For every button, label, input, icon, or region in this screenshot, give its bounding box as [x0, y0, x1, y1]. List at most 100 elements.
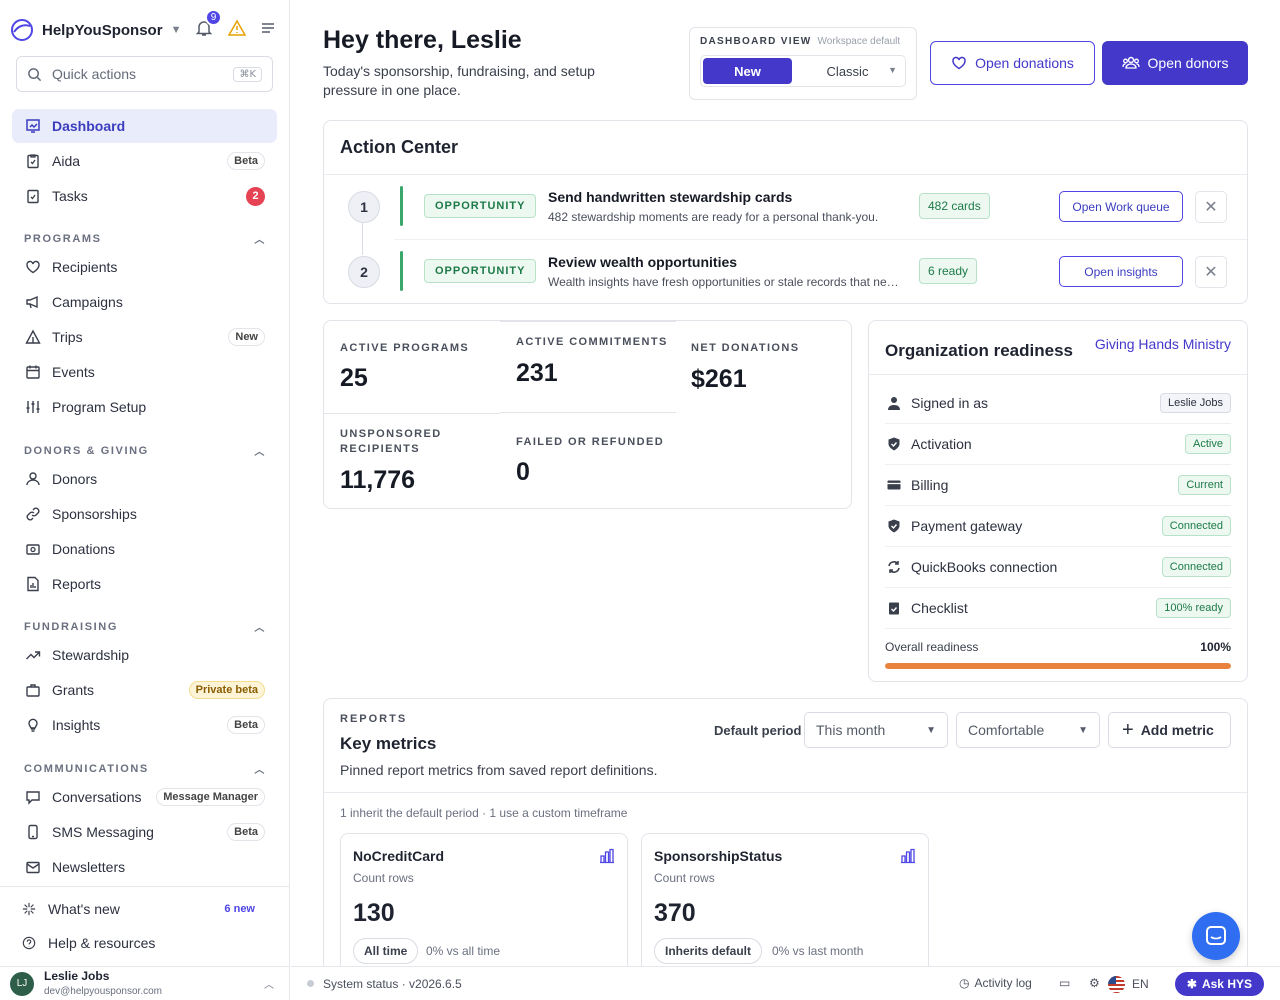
- sidebar-item-insights[interactable]: Insights Beta: [12, 708, 277, 742]
- sidebar-item-sponsorships[interactable]: Sponsorships: [12, 497, 277, 531]
- sidebar: HelpYouSponsor ▼ 9 Quick actions ⌘K Dash…: [0, 0, 290, 1000]
- sidebar-item-sms[interactable]: SMS Messaging Beta: [12, 815, 277, 849]
- view-new-button[interactable]: New: [703, 58, 792, 84]
- section-title: FUNDRAISING: [24, 620, 118, 633]
- readiness-row: QuickBooks connection Connected: [885, 547, 1231, 588]
- chevron-up-icon[interactable]: ︿: [264, 980, 274, 991]
- open-donors-button[interactable]: Open donors: [1102, 41, 1248, 85]
- overall-readiness-value: 100%: [1200, 640, 1231, 654]
- add-metric-button[interactable]: + Add metric: [1108, 712, 1231, 748]
- readiness-status: Connected: [1161, 557, 1231, 577]
- stat-value: 25: [340, 364, 368, 392]
- menu-icon[interactable]: [260, 20, 276, 36]
- action-center-title: Action Center: [340, 137, 459, 157]
- chevron-up-icon[interactable]: ︿: [254, 623, 266, 634]
- sidebar-item-label: Tasks: [52, 188, 88, 204]
- warning-icon[interactable]: [228, 19, 246, 37]
- sidebar-item-dashboard[interactable]: Dashboard: [12, 109, 277, 143]
- sidebar-item-label: Sponsorships: [52, 506, 137, 522]
- new-count-badge: 6 new: [224, 903, 255, 915]
- bar-chart-icon[interactable]: [599, 848, 615, 864]
- sidebar-item-label: SMS Messaging: [52, 824, 154, 840]
- sidebar-item-campaigns[interactable]: Campaigns: [12, 285, 277, 319]
- view-classic-select[interactable]: Classic: [826, 63, 869, 79]
- chevron-up-icon[interactable]: ︿: [254, 235, 266, 246]
- mail-icon: [24, 858, 42, 876]
- notification-count: 9: [205, 9, 222, 26]
- clock-icon: ◷: [959, 976, 970, 990]
- sidebar-item-whats-new[interactable]: What's new 6 new: [8, 892, 273, 926]
- stat-label: ACTIVE COMMITMENTS: [516, 336, 668, 348]
- sidebar-item-events[interactable]: Events: [12, 355, 277, 389]
- sidebar-item-help[interactable]: Help & resources: [8, 926, 273, 960]
- monitor-icon[interactable]: ▭: [1059, 976, 1071, 990]
- divider: [324, 792, 1247, 793]
- period-select[interactable]: This month ▼: [804, 712, 948, 748]
- activity-log-label: Activity log: [974, 976, 1032, 990]
- activity-log-link[interactable]: ◷ Activity log: [959, 976, 1032, 990]
- section-fundraising[interactable]: FUNDRAISING ︿: [24, 619, 266, 635]
- chat-launcher-button[interactable]: [1192, 912, 1240, 960]
- brand[interactable]: HelpYouSponsor ▼ 9: [10, 9, 280, 46]
- sidebar-item-reports[interactable]: Reports: [12, 567, 277, 601]
- dismiss-button[interactable]: ✕: [1195, 191, 1227, 223]
- chevron-down-icon: ▼: [926, 724, 936, 736]
- sidebar-item-conversations[interactable]: Conversations Message Manager: [12, 780, 277, 814]
- section-donors-giving[interactable]: DONORS & GIVING ︿: [24, 443, 266, 459]
- dismiss-button[interactable]: ✕: [1195, 256, 1227, 288]
- sidebar-item-newsletters[interactable]: Newsletters: [12, 850, 277, 884]
- timeframe-chip[interactable]: Inherits default: [654, 938, 763, 964]
- chevron-down-icon[interactable]: ▼: [170, 24, 182, 36]
- action-center: Action Center 1 OPPORTUNITY Send handwri…: [323, 120, 1248, 304]
- sidebar-item-aida[interactable]: Aida Beta: [12, 144, 277, 178]
- sidebar-item-donors[interactable]: Donors: [12, 462, 277, 496]
- open-work-queue-button[interactable]: Open Work queue: [1059, 191, 1183, 222]
- language-label[interactable]: EN: [1132, 977, 1149, 991]
- quick-actions-input[interactable]: Quick actions ⌘K: [16, 56, 273, 92]
- default-period-label: Default period: [714, 723, 802, 738]
- density-select[interactable]: Comfortable ▼: [956, 712, 1100, 748]
- sidebar-item-recipients[interactable]: Recipients: [12, 250, 277, 284]
- metric-name: NoCreditCard: [353, 848, 445, 864]
- chevron-up-icon[interactable]: ︿: [254, 765, 266, 776]
- sidebar-footer: [0, 886, 290, 887]
- sliders-icon: [24, 398, 42, 416]
- density-value: Comfortable: [968, 722, 1045, 738]
- metric-card[interactable]: SponsorshipStatus Count rows 370 Inherit…: [641, 833, 929, 983]
- us-flag-icon[interactable]: [1108, 976, 1125, 993]
- credit-card-icon: [885, 476, 903, 494]
- open-donations-button[interactable]: Open donations: [930, 41, 1095, 85]
- bar-chart-icon[interactable]: [900, 848, 916, 864]
- reports-eyebrow: REPORTS: [340, 713, 408, 725]
- sidebar-item-grants[interactable]: Grants Private beta: [12, 673, 277, 707]
- step-number: 2: [348, 256, 380, 288]
- main-content: Hey there, Leslie Today's sponsorship, f…: [291, 0, 1280, 1000]
- user-menu[interactable]: LJ Leslie Jobs dev@helpyousponsor.com ︿: [0, 966, 290, 1000]
- notifications-button[interactable]: 9: [194, 9, 222, 38]
- sidebar-item-label: Stewardship: [52, 647, 130, 663]
- count-pill: 482 cards: [919, 193, 990, 219]
- sidebar-item-label: What's new: [48, 901, 120, 917]
- sidebar-item-program-setup[interactable]: Program Setup: [12, 390, 277, 424]
- org-link[interactable]: Giving Hands Ministry: [1094, 336, 1231, 352]
- status-bar: System status · v2026.6.5 ◷ Activity log …: [291, 966, 1280, 1000]
- timeframe-chip[interactable]: All time: [353, 938, 419, 964]
- sidebar-item-label: Insights: [52, 717, 101, 733]
- chevron-up-icon[interactable]: ︿: [254, 447, 266, 458]
- readiness-row: Signed in as Leslie Jobs: [885, 383, 1231, 424]
- sidebar-item-trips[interactable]: Trips New: [12, 320, 277, 354]
- sidebar-item-tasks[interactable]: Tasks 2: [12, 179, 277, 213]
- organization-readiness: Organization readiness Giving Hands Mini…: [868, 320, 1248, 682]
- metric-card[interactable]: NoCreditCard Count rows 130 All time 0% …: [340, 833, 628, 983]
- heart-icon: [952, 56, 966, 70]
- close-icon: ✕: [1204, 264, 1218, 281]
- open-insights-button[interactable]: Open insights: [1059, 256, 1183, 287]
- sidebar-item-stewardship[interactable]: Stewardship: [12, 638, 277, 672]
- section-programs[interactable]: PROGRAMS ︿: [24, 231, 266, 247]
- system-status[interactable]: System status · v2026.6.5: [323, 976, 462, 991]
- settings-icon[interactable]: ⚙: [1089, 976, 1100, 990]
- section-communications[interactable]: COMMUNICATIONS ︿: [24, 761, 266, 777]
- ask-hys-button[interactable]: ✱ Ask HYS: [1174, 972, 1264, 996]
- sidebar-item-donations[interactable]: Donations: [12, 532, 277, 566]
- sidebar-item-label: Trips: [52, 329, 83, 345]
